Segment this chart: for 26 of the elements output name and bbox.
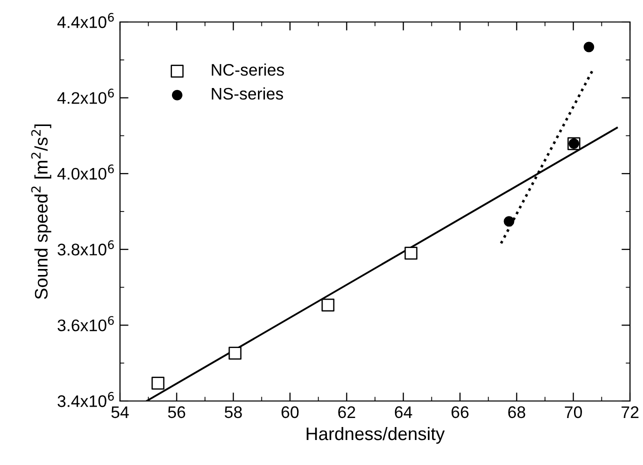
x-tick-label: 54 <box>111 406 129 418</box>
point <box>152 376 164 390</box>
y-tick-label: 3.8x10$^{6}$ <box>58 240 114 256</box>
y-tick-label: 4.4x10$^{6}$ <box>57 12 114 28</box>
x-tick-label: 72 <box>622 406 638 418</box>
point <box>404 246 418 260</box>
y-tick-label: 3.4x10$^{6}$ <box>58 392 114 408</box>
y-tick-label: 4.2x10$^{6}$ <box>57 88 114 104</box>
x-tick-label: 68 <box>508 406 526 418</box>
x-tick-label: 60 <box>282 406 299 418</box>
point <box>584 42 594 52</box>
legend-label: NS-series <box>212 87 284 100</box>
x-tick-label: 64 <box>394 406 412 418</box>
y-tick-label: 4.0x10$^{6}$ <box>57 164 114 180</box>
point <box>504 216 514 227</box>
y-axis-title: Sound speed$^{2}$ [m$^{2}$/s$^{2}$] <box>31 124 52 300</box>
legend-label: NC-series <box>212 64 284 76</box>
point <box>228 346 242 360</box>
x-axis-title: Hardness/density <box>306 426 445 444</box>
x-tick-label: 70 <box>564 406 582 418</box>
x-tick-label: 56 <box>168 406 186 418</box>
x-tick-label: 58 <box>224 406 242 418</box>
y-tick-label: 3.6x10$^{6}$ <box>58 316 114 332</box>
point <box>322 298 334 312</box>
x-tick-label: 62 <box>338 406 356 418</box>
x-tick-label: 66 <box>452 406 469 418</box>
